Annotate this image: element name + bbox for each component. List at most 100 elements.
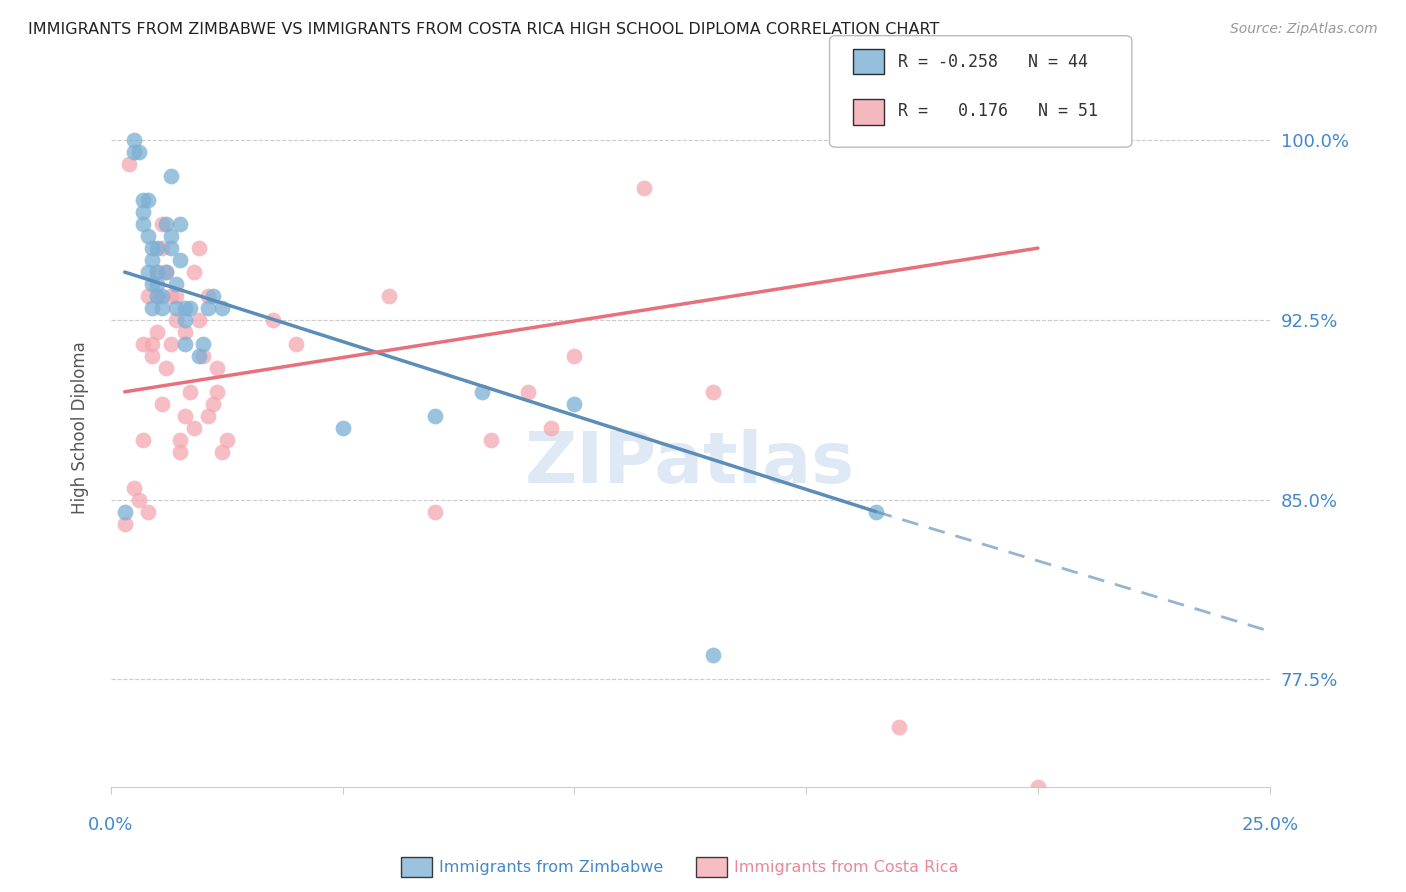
Point xyxy=(132,337,155,351)
Text: IMMIGRANTS FROM ZIMBABWE VS IMMIGRANTS FROM COSTA RICA HIGH SCHOOL DIPLOMA CORRE: IMMIGRANTS FROM ZIMBABWE VS IMMIGRANTS F… xyxy=(28,22,939,37)
Point xyxy=(132,205,155,219)
Point xyxy=(187,313,209,327)
Point xyxy=(471,384,494,399)
Point xyxy=(562,349,585,363)
Text: Immigrants from Zimbabwe: Immigrants from Zimbabwe xyxy=(439,860,662,874)
Point xyxy=(141,301,163,315)
Point xyxy=(150,301,173,315)
Point xyxy=(146,277,169,291)
Point xyxy=(165,313,187,327)
Point xyxy=(193,337,215,351)
Point xyxy=(702,648,724,663)
Point xyxy=(160,229,183,244)
Point xyxy=(169,433,191,447)
Point xyxy=(155,217,177,231)
Point xyxy=(141,337,163,351)
Point xyxy=(201,289,224,303)
Text: 25.0%: 25.0% xyxy=(1241,815,1298,834)
Point xyxy=(141,349,163,363)
Point xyxy=(517,384,540,399)
Point xyxy=(197,409,219,423)
Point xyxy=(136,504,159,518)
Point xyxy=(211,444,233,458)
Y-axis label: High School Diploma: High School Diploma xyxy=(72,342,89,514)
Point xyxy=(183,421,205,435)
Point xyxy=(285,337,308,351)
Text: 0.0%: 0.0% xyxy=(89,815,134,834)
Point xyxy=(155,360,177,375)
Point xyxy=(141,241,163,255)
Point xyxy=(118,157,141,171)
Point xyxy=(169,253,191,268)
Point xyxy=(425,409,447,423)
Point xyxy=(425,504,447,518)
Point xyxy=(193,349,215,363)
Point xyxy=(141,277,163,291)
Point xyxy=(150,217,173,231)
Point xyxy=(146,289,169,303)
Point xyxy=(169,444,191,458)
Point xyxy=(179,384,201,399)
Point xyxy=(174,409,197,423)
Point xyxy=(174,301,197,315)
Text: Source: ZipAtlas.com: Source: ZipAtlas.com xyxy=(1230,22,1378,37)
Point xyxy=(122,481,145,495)
Point xyxy=(122,133,145,147)
Point xyxy=(187,349,209,363)
Point xyxy=(332,421,354,435)
Point xyxy=(702,384,724,399)
Point xyxy=(114,504,136,518)
Point xyxy=(197,301,219,315)
Point xyxy=(262,313,284,327)
Point xyxy=(155,265,177,279)
Point xyxy=(174,313,197,327)
Point xyxy=(215,433,238,447)
Point xyxy=(114,516,136,531)
Point xyxy=(562,397,585,411)
Point xyxy=(865,504,887,518)
Point xyxy=(201,397,224,411)
Point xyxy=(160,169,183,184)
Point xyxy=(146,241,169,255)
Text: R =   0.176   N = 51: R = 0.176 N = 51 xyxy=(898,103,1098,120)
Point xyxy=(128,145,150,160)
Point xyxy=(207,360,229,375)
Point xyxy=(169,217,191,231)
Point xyxy=(633,181,655,195)
Point xyxy=(540,421,562,435)
Point xyxy=(887,720,910,734)
Point xyxy=(146,325,169,339)
Point xyxy=(136,289,159,303)
Point xyxy=(187,241,209,255)
Point xyxy=(132,433,155,447)
Point xyxy=(136,265,159,279)
Text: Immigrants from Costa Rica: Immigrants from Costa Rica xyxy=(734,860,959,874)
Point xyxy=(207,384,229,399)
Point xyxy=(160,289,183,303)
Point xyxy=(160,337,183,351)
Point xyxy=(132,217,155,231)
Point xyxy=(150,397,173,411)
Point xyxy=(197,289,219,303)
Point xyxy=(165,289,187,303)
Point xyxy=(160,241,183,255)
Point xyxy=(128,492,150,507)
Point xyxy=(146,265,169,279)
Point xyxy=(378,289,401,303)
Point xyxy=(150,289,173,303)
Text: ZIPatlas: ZIPatlas xyxy=(526,429,855,498)
Point xyxy=(479,433,502,447)
Point xyxy=(174,337,197,351)
Point xyxy=(150,241,173,255)
Point xyxy=(1026,780,1049,794)
Point xyxy=(174,325,197,339)
Text: R = -0.258   N = 44: R = -0.258 N = 44 xyxy=(898,53,1088,70)
Point xyxy=(155,265,177,279)
Point xyxy=(179,301,201,315)
Point xyxy=(165,301,187,315)
Point xyxy=(165,277,187,291)
Point xyxy=(146,289,169,303)
Point xyxy=(122,145,145,160)
Point xyxy=(183,265,205,279)
Point xyxy=(132,193,155,207)
